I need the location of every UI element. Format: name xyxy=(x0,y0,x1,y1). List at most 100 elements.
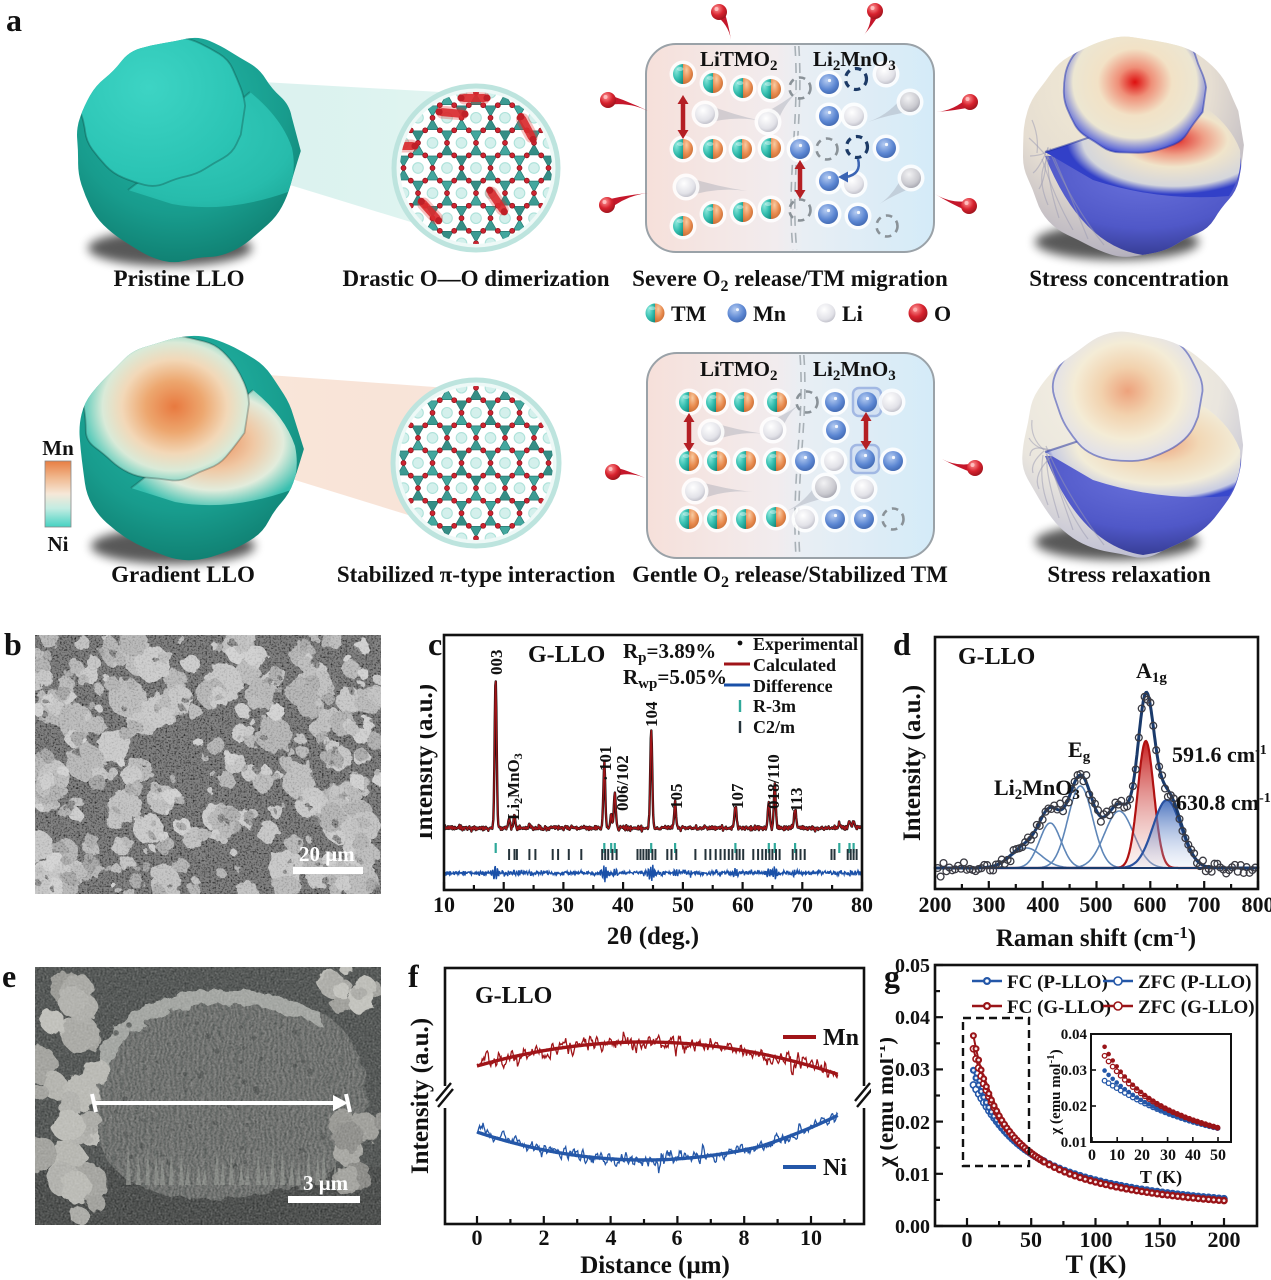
svg-text:0: 0 xyxy=(962,1227,973,1252)
svg-text:018/110: 018/110 xyxy=(764,754,783,809)
svg-text:0: 0 xyxy=(1088,1147,1096,1164)
svg-text:O: O xyxy=(934,301,951,326)
svg-text:2: 2 xyxy=(539,1225,550,1250)
svg-text:· 101: · 101 xyxy=(596,746,615,781)
svg-text:20: 20 xyxy=(493,892,515,917)
svg-text:3 μm: 3 μm xyxy=(303,1171,349,1195)
svg-text:0.02: 0.02 xyxy=(1061,1099,1087,1115)
svg-text:30: 30 xyxy=(552,892,574,917)
svg-text:105: 105 xyxy=(667,784,686,810)
svg-text:Gentle O2 release/Stabilized T: Gentle O2 release/Stabilized TM xyxy=(632,562,948,591)
svg-text:Stress relaxation: Stress relaxation xyxy=(1047,562,1211,587)
svg-text:0: 0 xyxy=(472,1225,483,1250)
svg-text:Li2MnO3: Li2MnO3 xyxy=(994,775,1080,803)
svg-text:Difference: Difference xyxy=(753,676,833,696)
svg-text:FC (P-LLO): FC (P-LLO) xyxy=(1007,972,1108,993)
svg-text:Li: Li xyxy=(842,301,863,326)
svg-text:0.03: 0.03 xyxy=(1061,1063,1087,1079)
svg-text:2θ (deg.): 2θ (deg.) xyxy=(607,923,699,950)
svg-text:Li2MnO3: Li2MnO3 xyxy=(813,357,896,384)
svg-text:003: 003 xyxy=(487,650,506,676)
svg-text:500: 500 xyxy=(1080,892,1113,917)
svg-text:60: 60 xyxy=(732,892,754,917)
svg-text:Gradient LLO: Gradient LLO xyxy=(111,562,255,587)
svg-text:χ (emu mol-1): χ (emu mol-1) xyxy=(880,1037,898,1168)
svg-text:G-LLO: G-LLO xyxy=(958,644,1035,670)
svg-text:T (K): T (K) xyxy=(1066,1250,1127,1279)
svg-text:4: 4 xyxy=(606,1225,617,1250)
svg-text:Li2MnO3: Li2MnO3 xyxy=(504,753,525,820)
svg-text:0.04: 0.04 xyxy=(1061,1027,1088,1043)
svg-text:0.01: 0.01 xyxy=(895,1164,930,1186)
svg-text:200: 200 xyxy=(1208,1227,1241,1252)
svg-text:Pristine LLO: Pristine LLO xyxy=(114,266,245,291)
svg-text:Calculated: Calculated xyxy=(753,655,836,675)
svg-text:104: 104 xyxy=(642,701,661,727)
svg-text:LiTMO2: LiTMO2 xyxy=(700,357,778,384)
svg-text:Intensity (a.u.): Intensity (a.u.) xyxy=(899,685,926,841)
svg-text:0.00: 0.00 xyxy=(895,1216,930,1238)
svg-text:50: 50 xyxy=(672,892,694,917)
svg-text:Severe O2 release/TM migration: Severe O2 release/TM migration xyxy=(632,266,948,295)
svg-text:150: 150 xyxy=(1144,1227,1177,1252)
svg-text:0.01: 0.01 xyxy=(1061,1135,1087,1151)
svg-text:Mn: Mn xyxy=(823,1025,859,1051)
svg-text:10: 10 xyxy=(800,1225,822,1250)
svg-text:Stabilized π-type interaction: Stabilized π-type interaction xyxy=(337,562,616,587)
svg-text:A1g: A1g xyxy=(1136,658,1167,686)
svg-text:113: 113 xyxy=(787,787,806,812)
svg-text:10: 10 xyxy=(1109,1147,1125,1164)
svg-text:Rp=3.89%: Rp=3.89% xyxy=(623,639,716,666)
svg-text:10: 10 xyxy=(433,892,455,917)
svg-text:30: 30 xyxy=(1160,1147,1176,1164)
svg-text:20 μm: 20 μm xyxy=(299,842,355,866)
svg-text:Rwp=5.05%: Rwp=5.05% xyxy=(623,665,727,692)
svg-text:G-LLO: G-LLO xyxy=(475,983,552,1009)
svg-text:50: 50 xyxy=(1020,1227,1042,1252)
svg-text:006/102: 006/102 xyxy=(613,755,632,811)
svg-text:20: 20 xyxy=(1134,1147,1150,1164)
svg-text:107: 107 xyxy=(728,783,747,809)
svg-text:600: 600 xyxy=(1134,892,1167,917)
svg-text:0.05: 0.05 xyxy=(895,955,930,977)
svg-text:Eg: Eg xyxy=(1068,737,1091,765)
svg-text:50: 50 xyxy=(1210,1147,1226,1164)
svg-text:Mn: Mn xyxy=(753,301,786,326)
svg-text:800: 800 xyxy=(1242,892,1271,917)
svg-text:200: 200 xyxy=(919,892,952,917)
svg-text:630.8 cm-1: 630.8 cm-1 xyxy=(1176,790,1271,815)
svg-text:0.04: 0.04 xyxy=(895,1007,930,1029)
svg-text:400: 400 xyxy=(1027,892,1060,917)
svg-text:700: 700 xyxy=(1188,892,1221,917)
svg-text:Li2MnO3: Li2MnO3 xyxy=(813,47,896,74)
svg-text:70: 70 xyxy=(791,892,813,917)
svg-text:Distance (μm): Distance (μm) xyxy=(580,1252,730,1279)
svg-text:40: 40 xyxy=(612,892,634,917)
svg-text:Experimental: Experimental xyxy=(753,634,858,654)
svg-text:LiTMO2: LiTMO2 xyxy=(700,47,778,74)
svg-text:8: 8 xyxy=(739,1225,750,1250)
svg-text:80: 80 xyxy=(851,892,873,917)
svg-text:591.6 cm-1: 591.6 cm-1 xyxy=(1172,742,1267,767)
svg-text:300: 300 xyxy=(973,892,1006,917)
svg-text:χ (emu mol-1): χ (emu mol-1) xyxy=(1045,1049,1064,1135)
svg-text:Drastic O—O dimerization: Drastic O—O dimerization xyxy=(342,266,609,291)
svg-text:ZFC (P-LLO): ZFC (P-LLO) xyxy=(1138,972,1251,993)
svg-text:FC (G-LLO): FC (G-LLO) xyxy=(1007,997,1111,1018)
svg-text:Stress concentration: Stress concentration xyxy=(1029,266,1229,291)
svg-text:C2/m: C2/m xyxy=(753,717,795,737)
svg-text:Ni: Ni xyxy=(48,532,69,556)
svg-text:6: 6 xyxy=(672,1225,683,1250)
svg-text:Ni: Ni xyxy=(823,1155,847,1181)
svg-text:TM: TM xyxy=(671,301,707,326)
svg-text:T (K): T (K) xyxy=(1140,1167,1182,1188)
svg-text:Mn: Mn xyxy=(42,436,74,460)
svg-text:G-LLO: G-LLO xyxy=(528,642,605,668)
svg-text:ZFC (G-LLO): ZFC (G-LLO) xyxy=(1138,997,1255,1018)
svg-text:Intensity (a.u.): Intensity (a.u.) xyxy=(407,1018,434,1174)
svg-text:Raman shift (cm-1): Raman shift (cm-1) xyxy=(996,923,1196,952)
svg-text:100: 100 xyxy=(1080,1227,1113,1252)
svg-text:0.02: 0.02 xyxy=(895,1112,930,1134)
svg-text:40: 40 xyxy=(1185,1147,1201,1164)
svg-text:Intensity (a.u.): Intensity (a.u.) xyxy=(420,684,438,840)
